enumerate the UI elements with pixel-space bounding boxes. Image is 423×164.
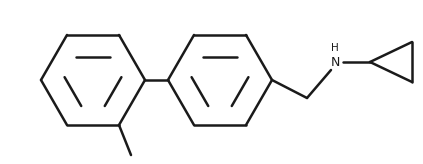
- Text: N: N: [330, 55, 340, 69]
- Text: H: H: [331, 43, 339, 53]
